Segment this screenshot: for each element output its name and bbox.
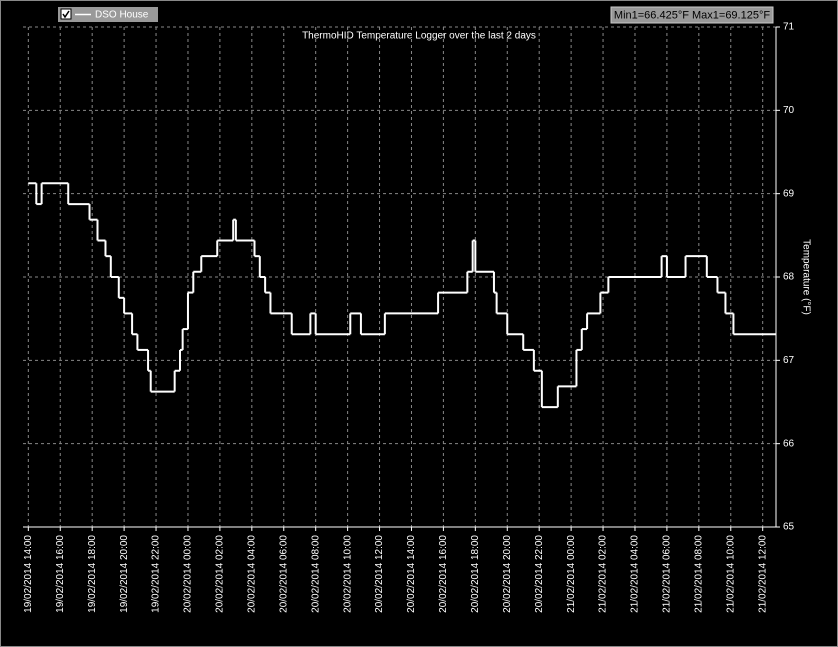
y-tick-label: 67 [783, 355, 795, 366]
annotation-box [610, 6, 774, 24]
x-tick-label: 21/02/2014 06:00 [662, 535, 673, 613]
y-tick-label: 65 [783, 522, 795, 533]
x-tick-label: 19/02/2014 16:00 [55, 535, 66, 613]
y-axis-label: Temperature (°F) [800, 239, 811, 315]
y-tick-label: 68 [783, 272, 795, 283]
x-tick-label: 20/02/2014 10:00 [342, 535, 353, 613]
y-tick-label: 70 [783, 105, 795, 116]
y-tick-label: 66 [783, 438, 795, 449]
x-tick-label: 20/02/2014 12:00 [374, 535, 385, 613]
legend-label: DSO House [95, 10, 149, 21]
x-tick-label: 20/02/2014 06:00 [278, 535, 289, 613]
legend[interactable]: DSO House [58, 7, 158, 22]
legend-box [58, 7, 158, 22]
x-tick-label: 20/02/2014 08:00 [310, 535, 321, 613]
x-tick-label: 19/02/2014 20:00 [119, 535, 130, 613]
check-mark [62, 10, 70, 19]
x-tick-label: 20/02/2014 20:00 [502, 535, 513, 613]
x-tick-label: 21/02/2014 04:00 [630, 535, 641, 613]
x-tick-label: 21/02/2014 12:00 [757, 535, 768, 613]
y-tick-label: 71 [783, 22, 795, 33]
x-tick-label: 20/02/2014 16:00 [438, 535, 449, 613]
x-tick-label: 20/02/2014 18:00 [470, 535, 481, 613]
x-tick-label: 21/02/2014 08:00 [693, 535, 704, 613]
x-tick-label: 20/02/2014 00:00 [183, 535, 194, 613]
x-tick-label: 21/02/2014 00:00 [566, 535, 577, 613]
x-tick-label: 20/02/2014 04:00 [246, 535, 257, 613]
x-tick-label: 19/02/2014 14:00 [23, 535, 34, 613]
annotation: Min1=66.425°F Max1=69.125°F [614, 9, 770, 21]
legend-checkbox[interactable] [60, 8, 72, 20]
x-tick-label: 21/02/2014 10:00 [725, 535, 736, 613]
x-tick-label: 20/02/2014 02:00 [215, 535, 226, 613]
chart-title: ThermoHID Temperature Logger over the la… [302, 31, 536, 42]
x-tick-label: 19/02/2014 18:00 [87, 535, 98, 613]
y-tick-label: 69 [783, 188, 795, 199]
x-tick-label: 19/02/2014 22:00 [151, 535, 162, 613]
x-tick-label: 20/02/2014 22:00 [534, 535, 545, 613]
x-tick-label: 21/02/2014 02:00 [598, 535, 609, 613]
x-tick-label: 20/02/2014 14:00 [406, 535, 417, 613]
